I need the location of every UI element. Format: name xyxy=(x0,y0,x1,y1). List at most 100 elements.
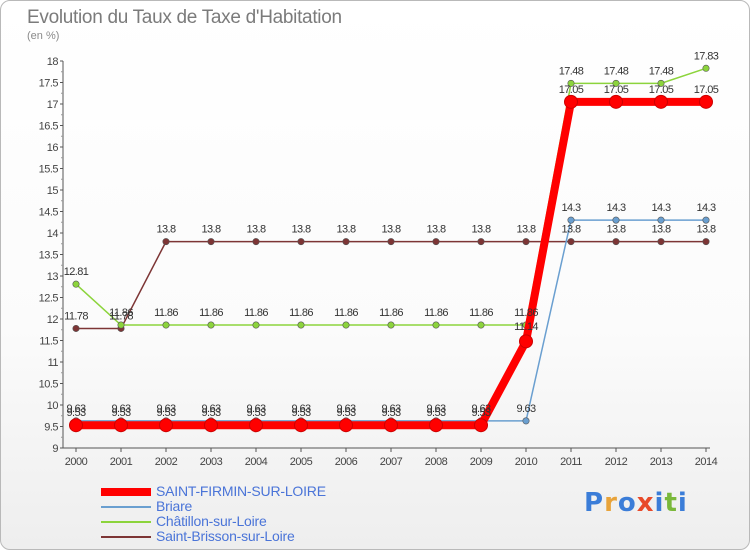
data-point xyxy=(162,238,170,246)
logo-letter: P xyxy=(584,488,605,518)
y-tick-label: 17 xyxy=(47,99,59,111)
legend-swatch xyxy=(101,536,151,538)
data-label: 14.3 xyxy=(606,202,625,214)
data-point xyxy=(342,321,350,329)
data-label: 9.63 xyxy=(201,403,220,415)
data-label: 17.05 xyxy=(604,84,629,96)
series-line xyxy=(75,219,707,422)
data-point xyxy=(612,238,620,246)
data-point xyxy=(654,94,668,109)
logo-letter: r xyxy=(604,488,618,518)
y-tick-label: 11 xyxy=(48,357,59,369)
legend-label: SAINT-FIRMIN-SUR-LOIRE xyxy=(156,483,326,499)
x-tick-label: 2000 xyxy=(65,456,88,468)
data-label: 11.86 xyxy=(109,307,133,319)
data-point xyxy=(657,216,665,224)
data-label: 9.53 xyxy=(381,407,400,419)
x-tick-label: 2005 xyxy=(290,456,313,468)
data-label: 13.8 xyxy=(246,224,265,236)
data-label: 9.63 xyxy=(381,403,400,415)
data-point xyxy=(657,238,665,246)
data-point xyxy=(114,418,128,433)
data-label: 17.83 xyxy=(694,50,719,62)
y-tick-label: 16 xyxy=(47,142,59,154)
data-point xyxy=(72,280,80,288)
legend-label: Briare xyxy=(156,498,193,514)
y-tick-label: 12.5 xyxy=(39,293,59,305)
data-point xyxy=(384,418,398,433)
data-point xyxy=(429,418,443,433)
y-tick-label: 17.5 xyxy=(39,78,59,90)
y-tick-label: 15 xyxy=(47,185,59,197)
x-tick-label: 2013 xyxy=(650,456,673,468)
y-tick-label: 10 xyxy=(47,400,59,412)
data-label: 9.63 xyxy=(336,403,355,415)
y-tick-label: 13 xyxy=(47,271,59,283)
data-label: 11.86 xyxy=(244,307,268,319)
data-point xyxy=(612,216,620,224)
data-point xyxy=(522,238,530,246)
data-label: 11.78 xyxy=(64,310,88,322)
data-label: 9.63 xyxy=(111,403,130,415)
data-point xyxy=(474,418,488,433)
data-label: 9.53 xyxy=(336,407,355,419)
data-point xyxy=(387,321,395,329)
data-label: 17.48 xyxy=(559,65,584,77)
x-tick-label: 2010 xyxy=(515,456,538,468)
y-tick-label: 12 xyxy=(47,314,59,326)
x-tick-label: 2014 xyxy=(695,456,718,468)
data-label: 12.81 xyxy=(64,266,89,278)
data-label: 14.3 xyxy=(561,202,580,214)
data-point xyxy=(432,238,440,246)
data-label: 11.86 xyxy=(424,307,448,319)
data-point xyxy=(519,334,533,349)
data-label: 14.3 xyxy=(696,202,715,214)
y-tick-label: 15.5 xyxy=(39,164,59,176)
data-point xyxy=(162,321,170,329)
data-label: 9.53 xyxy=(291,407,310,419)
x-tick-label: 2001 xyxy=(110,456,133,468)
data-point xyxy=(207,321,215,329)
data-label: 17.48 xyxy=(649,65,674,77)
data-point xyxy=(342,238,350,246)
data-label: 14.3 xyxy=(651,202,670,214)
data-label: 9.63 xyxy=(156,403,175,415)
x-tick-label: 2004 xyxy=(245,456,268,468)
data-label: 13.8 xyxy=(201,224,220,236)
y-tick-label: 9 xyxy=(52,443,58,455)
y-tick-label: 9.5 xyxy=(44,422,58,434)
data-label: 9.53 xyxy=(66,407,85,419)
data-label: 11.86 xyxy=(469,307,493,319)
data-point xyxy=(567,79,575,87)
series-3 xyxy=(72,238,710,332)
data-label: 9.63 xyxy=(516,403,535,415)
data-label: 9.63 xyxy=(66,403,85,415)
data-label: 11.86 xyxy=(154,307,178,319)
series-line xyxy=(72,97,710,430)
legend-swatch xyxy=(101,521,151,523)
data-point xyxy=(297,238,305,246)
x-tick-label: 2002 xyxy=(155,456,178,468)
data-point xyxy=(657,79,665,87)
legend-label: Saint-Brisson-sur-Loire xyxy=(156,528,295,544)
data-label: 9.63 xyxy=(291,403,310,415)
data-label: 9.63 xyxy=(246,403,265,415)
y-tick-label: 14.5 xyxy=(39,207,59,219)
data-label: 17.48 xyxy=(604,65,629,77)
data-point xyxy=(339,418,353,433)
data-label: 13.8 xyxy=(471,224,490,236)
data-label: 17.05 xyxy=(559,84,584,96)
data-label: 13.8 xyxy=(426,224,445,236)
data-label: 11.86 xyxy=(379,307,403,319)
proxiti-logo: Proxiti xyxy=(584,488,688,518)
data-label: 9.63 xyxy=(471,403,490,415)
y-tick-label: 13.5 xyxy=(39,250,59,262)
legend-swatch xyxy=(101,488,151,496)
y-tick-label: 14 xyxy=(47,228,59,240)
data-point xyxy=(387,238,395,246)
data-point xyxy=(252,321,260,329)
data-label: 11.86 xyxy=(289,307,313,319)
data-label: 11.86 xyxy=(334,307,358,319)
chart-subtitle: (en %) xyxy=(27,30,60,42)
